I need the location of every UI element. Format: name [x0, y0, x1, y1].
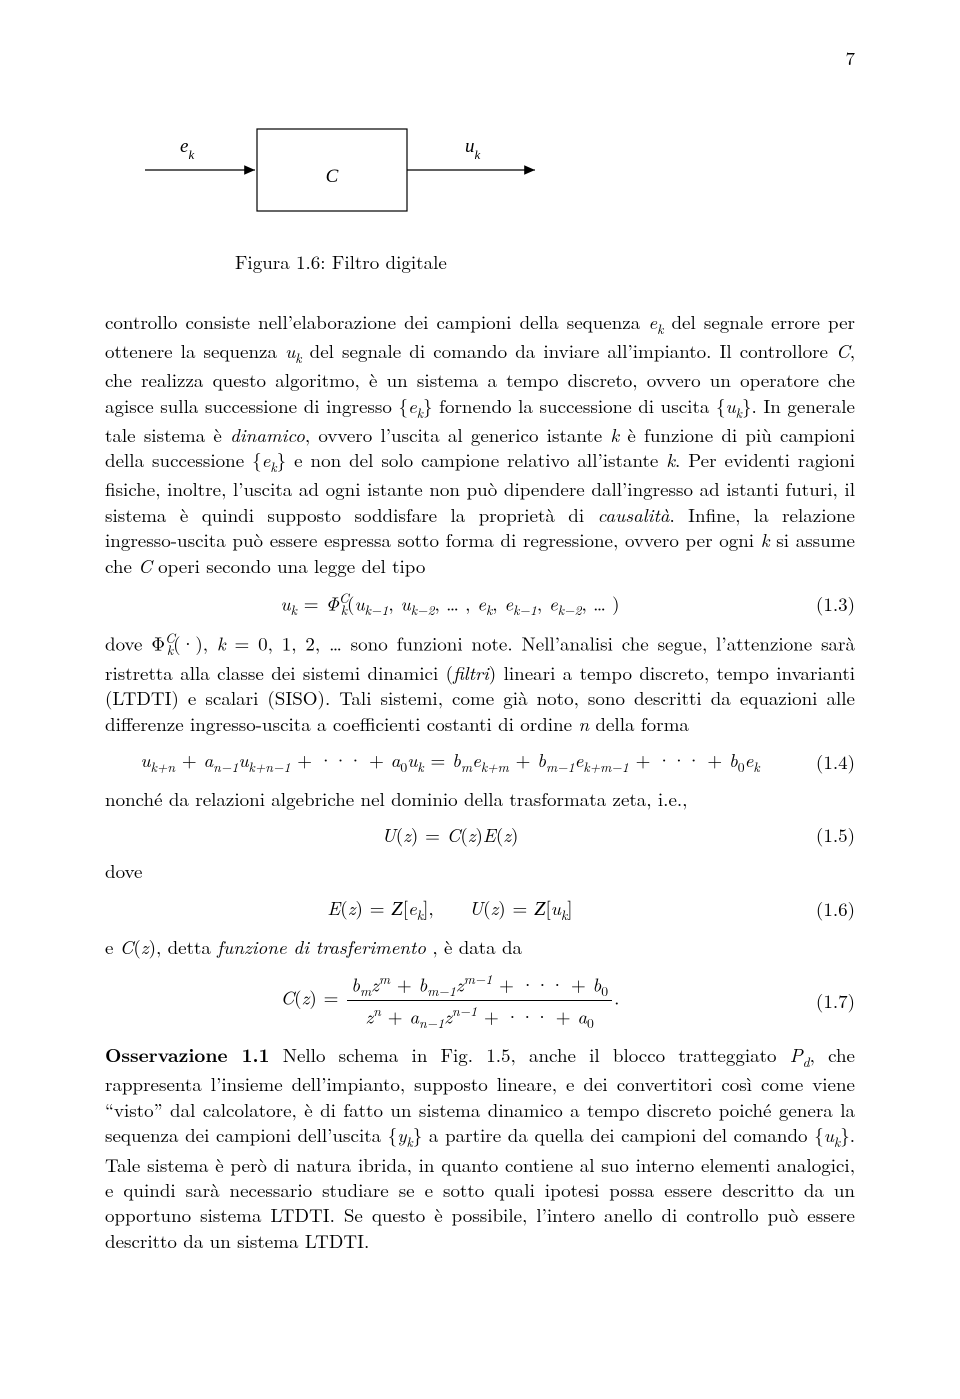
page-number: 7 — [845, 44, 855, 71]
paragraph-5: e C(z), detta funzione di trasferimento … — [105, 934, 855, 959]
equation-1-4: uk+n + an−1uk+n−1 + ··· + a0uk = bmek+m … — [105, 746, 855, 776]
eq-number-1-6: (1.6) — [795, 895, 855, 922]
filter-diagram-svg: ek C uk — [135, 110, 555, 230]
paragraph-2: dove ΦCk(·), k = 0, 1, 2, … sono funzion… — [105, 629, 855, 736]
equation-1-3: uk = ΦCk(uk−1, uk−2, … , ek, ek−1, ek−2,… — [105, 588, 855, 619]
block-label: C — [326, 166, 339, 187]
figure-caption: Figura 1.6: Filtro digitale — [235, 248, 855, 275]
eq-number-1-3: (1.3) — [795, 590, 855, 617]
eq-number-1-7: (1.7) — [795, 987, 855, 1014]
eq-number-1-5: (1.5) — [795, 821, 855, 848]
equation-1-7: C(z) = bmzm + bm−1zm−1 + ··· + b0 zn + a… — [105, 969, 855, 1032]
out-sub: k — [475, 147, 481, 162]
paragraph-1: controllo consiste nell’elaborazione dei… — [105, 309, 855, 578]
oss-label: Osservazione 1.1 — [105, 1040, 270, 1068]
figure-block-diagram: ek C uk Figura 1.6: Filtro digitale — [135, 110, 855, 275]
paragraph-4-dove: dove — [105, 858, 855, 883]
equation-1-6: E(z) = Z[ek], U(z) = Z[uk] (1.6) — [105, 894, 855, 924]
svg-text:uk: uk — [465, 136, 481, 162]
paragraph-3: nonché da relazioni algebriche nel domin… — [105, 786, 855, 811]
svg-text:ek: ek — [180, 136, 194, 162]
osservazione-1-1: Osservazione 1.1 Nello schema in Fig. 1.… — [105, 1042, 855, 1253]
equation-1-5: U(z) = C(z)E(z) (1.5) — [105, 821, 855, 848]
in-sub: k — [188, 147, 194, 162]
eq-number-1-4: (1.4) — [795, 748, 855, 775]
out-label: u — [465, 136, 475, 157]
in-label: e — [180, 136, 188, 157]
